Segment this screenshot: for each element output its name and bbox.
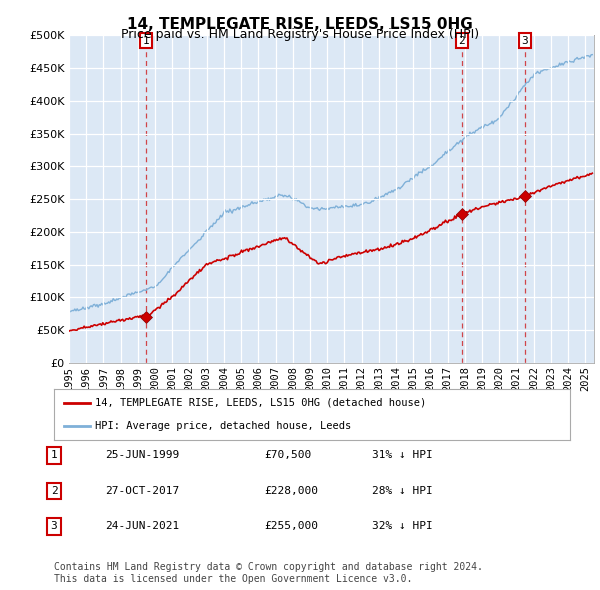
Text: 28% ↓ HPI: 28% ↓ HPI	[372, 486, 433, 496]
Text: 14, TEMPLEGATE RISE, LEEDS, LS15 0HG (detached house): 14, TEMPLEGATE RISE, LEEDS, LS15 0HG (de…	[95, 398, 427, 408]
Text: £70,500: £70,500	[264, 451, 311, 460]
Text: 27-OCT-2017: 27-OCT-2017	[105, 486, 179, 496]
Text: 2: 2	[458, 35, 465, 45]
Text: 1: 1	[50, 451, 58, 460]
Text: HPI: Average price, detached house, Leeds: HPI: Average price, detached house, Leed…	[95, 421, 352, 431]
Text: 32% ↓ HPI: 32% ↓ HPI	[372, 522, 433, 531]
Text: £228,000: £228,000	[264, 486, 318, 496]
Text: 25-JUN-1999: 25-JUN-1999	[105, 451, 179, 460]
Text: 31% ↓ HPI: 31% ↓ HPI	[372, 451, 433, 460]
Text: 3: 3	[521, 35, 528, 45]
Text: Price paid vs. HM Land Registry's House Price Index (HPI): Price paid vs. HM Land Registry's House …	[121, 28, 479, 41]
Text: Contains HM Land Registry data © Crown copyright and database right 2024.
This d: Contains HM Land Registry data © Crown c…	[54, 562, 483, 584]
Text: 2: 2	[50, 486, 58, 496]
Text: 24-JUN-2021: 24-JUN-2021	[105, 522, 179, 531]
Text: 3: 3	[50, 522, 58, 531]
Text: 14, TEMPLEGATE RISE, LEEDS, LS15 0HG: 14, TEMPLEGATE RISE, LEEDS, LS15 0HG	[127, 17, 473, 31]
Text: 1: 1	[143, 35, 149, 45]
Text: £255,000: £255,000	[264, 522, 318, 531]
